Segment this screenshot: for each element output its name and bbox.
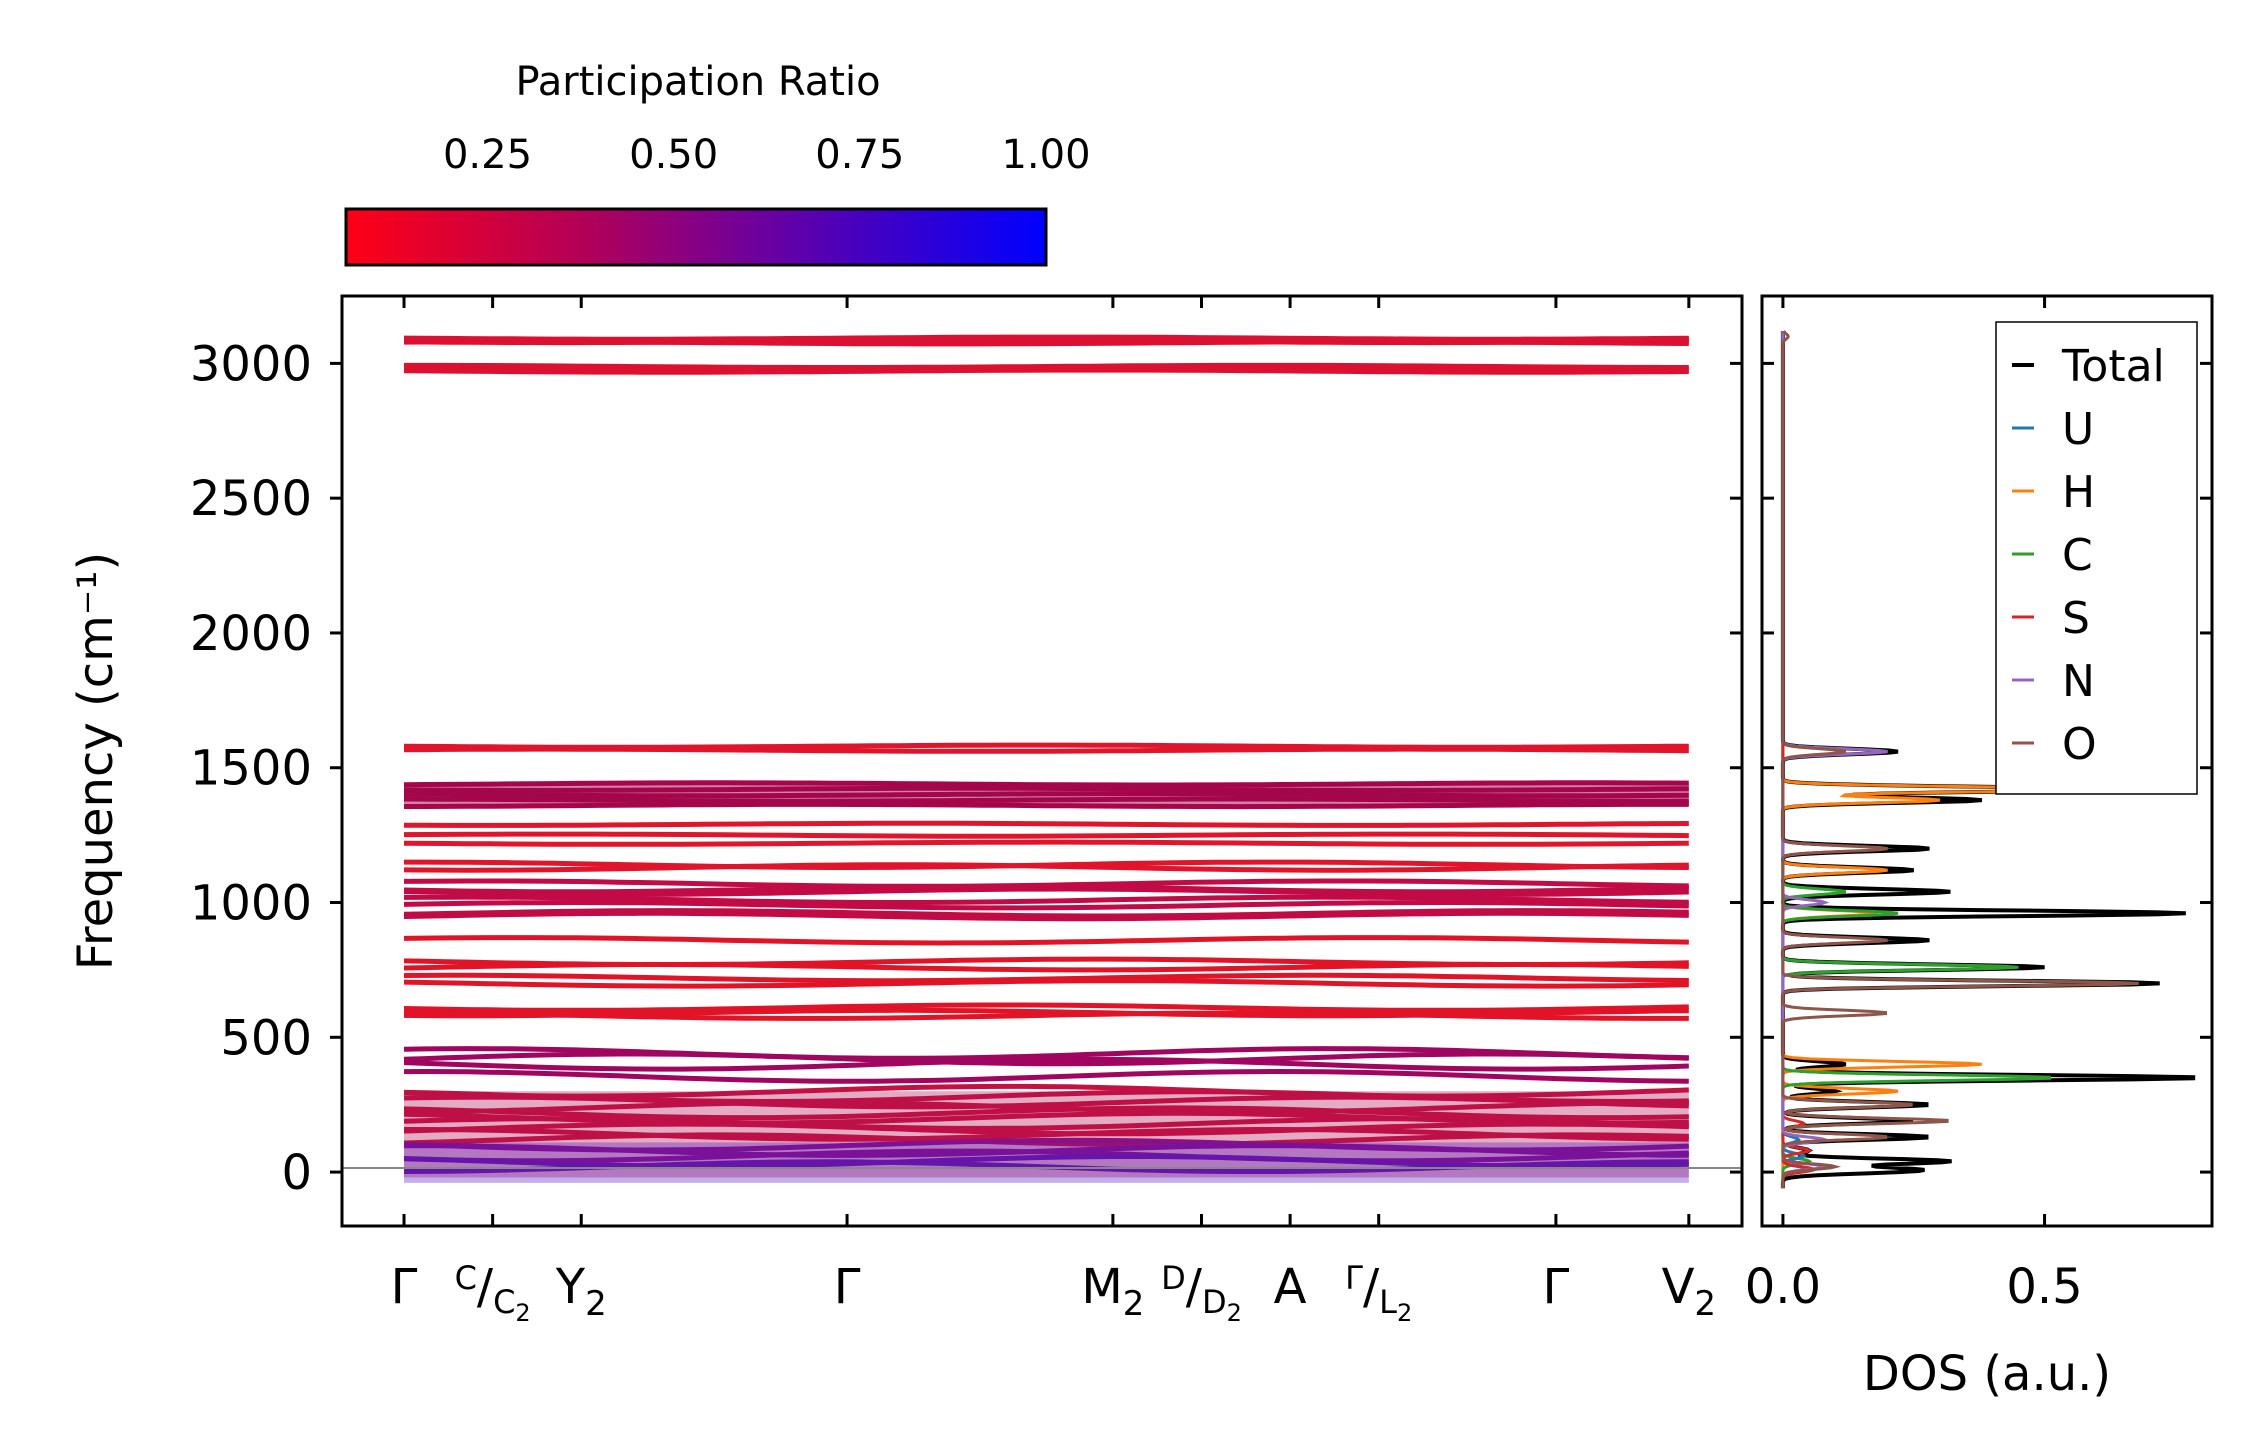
x-tick-label-part: M — [1081, 1259, 1122, 1315]
dos-x-tick-label: 0.5 — [2006, 1259, 2082, 1315]
band-line — [403, 1051, 1689, 1067]
x-tick-label: C/C2 — [455, 1259, 531, 1327]
y-tick-label: 500 — [220, 1010, 312, 1066]
band-line — [403, 910, 1689, 922]
colorbar: Participation Ratio 0.25 0.50 0.75 1.00 — [344, 59, 1091, 267]
colorbar-gradient — [344, 207, 1048, 267]
band-line — [403, 820, 1689, 828]
band-line — [403, 1116, 1689, 1131]
x-tick-label-part: 2 — [1227, 1299, 1242, 1327]
band-y-ticks: 0 500 1000 1500 2000 2500 3000 — [190, 336, 1742, 1201]
x-tick-label: Γ — [391, 1259, 418, 1315]
x-tick-label-part: C — [455, 1259, 477, 1297]
x-tick-label-part: D — [1202, 1283, 1227, 1321]
band-line — [403, 1132, 1689, 1148]
x-tick-label-part: Γ — [1345, 1259, 1363, 1297]
y-tick-label: 2000 — [190, 606, 312, 662]
x-tick-label-part: 2 — [1397, 1299, 1412, 1327]
x-tick-label-part: 2 — [515, 1299, 530, 1327]
dos-curves — [1780, 330, 2196, 1189]
band-line — [403, 894, 1689, 905]
x-tick-label: D/D2 — [1161, 1259, 1242, 1327]
x-tick-label-part: D — [1161, 1259, 1186, 1297]
x-tick-label-part: L — [1379, 1283, 1397, 1321]
x-tick-label-part: 2 — [1694, 1284, 1716, 1324]
colorbar-tick-label: 1.00 — [1001, 132, 1090, 178]
band-line — [403, 908, 1689, 919]
dos-ticks: 0.0 0.5 — [1745, 296, 2212, 1315]
colorbar-ticks: 0.25 0.50 0.75 1.00 — [443, 132, 1091, 265]
x-tick-label: V2 — [1662, 1259, 1716, 1324]
band-dense-region — [404, 1142, 1689, 1183]
x-tick-label-part: / — [1363, 1259, 1380, 1315]
band-line — [403, 831, 1689, 839]
band-line — [403, 935, 1689, 946]
band-line — [403, 1010, 1689, 1021]
legend-label: H — [2062, 467, 2095, 518]
band-line — [403, 1002, 1689, 1013]
x-tick-label: A — [1274, 1259, 1307, 1315]
y-tick-label: 3000 — [190, 336, 312, 392]
x-tick-label-part: Y — [555, 1259, 586, 1315]
band-line — [403, 1148, 1689, 1164]
y-tick-label: 1000 — [190, 876, 312, 932]
band-line — [403, 862, 1689, 873]
x-tick-label: Γ/L2 — [1345, 1259, 1412, 1327]
band-line — [403, 899, 1689, 911]
band-line — [403, 886, 1689, 897]
y-tick-label: 2500 — [190, 471, 312, 527]
band-line — [403, 961, 1689, 973]
legend-label: N — [2062, 656, 2095, 707]
band-line — [403, 1068, 1689, 1084]
x-tick-label-part: V — [1662, 1259, 1695, 1315]
legend-label: S — [2062, 593, 2090, 644]
y-axis-label: Frequency (cm⁻¹) — [68, 552, 124, 970]
y-tick-label: 1500 — [190, 741, 312, 797]
legend-frame — [1995, 321, 2198, 795]
band-line — [403, 1046, 1689, 1061]
band-line — [403, 1083, 1689, 1099]
x-tick-label-part: 2 — [1123, 1284, 1145, 1324]
dos-axes-frame — [1760, 294, 2214, 1228]
band-axes-frame — [340, 294, 1744, 1228]
colorbar-tick-label: 0.75 — [815, 132, 904, 178]
legend-label: C — [2062, 530, 2093, 581]
band-line — [403, 1056, 1689, 1072]
band-line — [403, 1159, 1689, 1174]
band-lines — [403, 334, 1689, 1183]
x-tick-label: Γ — [1543, 1259, 1570, 1315]
band-dense-region — [404, 783, 1689, 806]
colorbar-tick-label: 0.50 — [629, 132, 718, 178]
x-tick-label-part: 2 — [585, 1284, 607, 1324]
band-line — [403, 1094, 1689, 1110]
colorbar-title: Participation Ratio — [515, 59, 880, 105]
dos-x-tick-label: 0.0 — [1745, 1259, 1821, 1315]
dos-x-axis-label: DOS (a.u.) — [1863, 1346, 2111, 1402]
legend-label: U — [2062, 404, 2094, 455]
legend-label: Total — [2061, 341, 2165, 392]
colorbar-tick-label: 0.25 — [443, 132, 532, 178]
band-dense-region — [404, 1091, 1689, 1178]
dos-curve-o — [1781, 330, 2139, 1189]
band-line — [403, 883, 1689, 895]
band-line — [403, 839, 1689, 847]
band-x-ticks: Γ C/C2 Y2 Γ M2D/D2 A Γ/L2 Γ V2 — [391, 296, 1716, 1327]
band-line — [403, 337, 1689, 347]
x-tick-label-part: C — [493, 1283, 515, 1321]
y-tick-label: 0 — [281, 1145, 312, 1201]
x-tick-label: Y2 — [555, 1259, 607, 1324]
band-line — [403, 978, 1689, 989]
x-tick-label-part: / — [1186, 1259, 1203, 1315]
x-tick-label: Γ — [834, 1259, 861, 1315]
x-tick-label: M2 — [1081, 1259, 1144, 1324]
band-line — [403, 746, 1689, 754]
x-tick-label-part: / — [477, 1259, 494, 1315]
band-line — [403, 1105, 1689, 1121]
legend-label: O — [2062, 719, 2097, 770]
band-line — [403, 365, 1689, 375]
